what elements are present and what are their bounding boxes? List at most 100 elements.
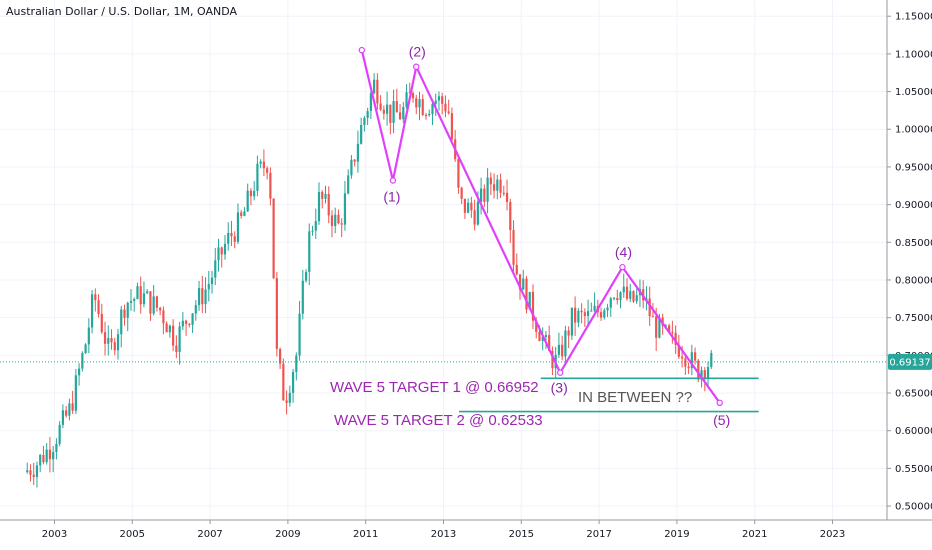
- candle: [272, 198, 275, 279]
- wave-point: [557, 369, 564, 376]
- candle: [570, 307, 573, 340]
- target-lines: [459, 377, 759, 413]
- candle: [525, 276, 528, 314]
- chart-title: Australian Dollar / U.S. Dollar, 1M, OAN…: [6, 5, 237, 18]
- candle: [279, 347, 282, 370]
- candle: [428, 109, 431, 117]
- candle: [411, 91, 415, 103]
- candle: [197, 280, 201, 311]
- candle: [612, 296, 616, 301]
- x-tick-label: 2021: [742, 529, 767, 540]
- candle: [366, 107, 369, 126]
- target-1-label: WAVE 5 TARGET 1 @ 0.66952: [330, 379, 539, 396]
- candle: [574, 296, 577, 336]
- candle: [168, 324, 171, 338]
- candle: [671, 320, 674, 344]
- candle: [107, 325, 110, 356]
- candle: [256, 155, 259, 197]
- candle: [496, 174, 499, 200]
- x-tick-label: 2013: [431, 529, 456, 540]
- x-tick-label: 2005: [120, 529, 145, 540]
- candle: [418, 91, 421, 121]
- candle: [395, 88, 398, 113]
- candle: [327, 186, 330, 224]
- candle: [223, 235, 227, 260]
- candle: [408, 82, 411, 94]
- candle: [687, 362, 690, 375]
- candle: [295, 352, 298, 381]
- candle: [74, 368, 77, 414]
- candle: [405, 84, 408, 109]
- y-axis[interactable]: 0.500000.550000.600000.650000.700000.750…: [887, 12, 932, 513]
- candle: [340, 218, 343, 238]
- candle: [337, 209, 340, 225]
- candle: [146, 289, 149, 294]
- candle: [81, 351, 84, 372]
- y-tick-label: 1.15000: [895, 12, 932, 23]
- wave-label: (1): [383, 188, 400, 204]
- candle: [149, 291, 152, 321]
- candle: [334, 207, 337, 234]
- elliott-wave-drawing: [358, 46, 723, 407]
- candle: [444, 95, 447, 118]
- candle: [531, 284, 535, 329]
- candle: [706, 361, 710, 388]
- candle: [314, 208, 317, 240]
- x-tick-label: 2023: [820, 529, 845, 540]
- candle: [382, 105, 385, 120]
- chart-grid: [0, 0, 887, 520]
- candle: [619, 291, 622, 309]
- candle: [39, 453, 42, 473]
- candle: [486, 168, 489, 214]
- candle: [593, 292, 596, 313]
- candle: [512, 220, 515, 274]
- candle: [590, 302, 593, 312]
- candle: [311, 225, 314, 236]
- candle: [233, 231, 236, 249]
- candle: [586, 299, 590, 327]
- x-tick-label: 2015: [509, 529, 534, 540]
- candle: [622, 273, 625, 298]
- candle: [253, 180, 256, 201]
- candle: [457, 157, 460, 194]
- candle: [298, 300, 301, 361]
- candle: [236, 203, 240, 244]
- candle: [690, 344, 693, 376]
- candle: [210, 270, 214, 294]
- candle: [285, 390, 288, 415]
- candle: [26, 462, 29, 474]
- candle: [470, 196, 473, 218]
- current-price-label: 0.69137: [889, 357, 930, 368]
- candle: [48, 436, 52, 473]
- candle: [499, 173, 502, 198]
- candle: [360, 117, 363, 145]
- x-tick-label: 2019: [664, 529, 689, 540]
- candle: [489, 172, 492, 195]
- x-axis[interactable]: 2003 2005 2007 2009 2011 2013 2015 2017 2019 2021…: [42, 520, 846, 540]
- candle: [441, 92, 444, 115]
- wave-label: (3): [551, 380, 568, 396]
- x-tick-label: 2011: [353, 529, 378, 540]
- wave-label: (5): [713, 412, 730, 428]
- candle: [133, 297, 136, 312]
- candle: [201, 275, 204, 314]
- candle: [227, 222, 230, 251]
- candle: [139, 276, 142, 314]
- candle: [710, 350, 713, 370]
- target-2-label: WAVE 5 TARGET 2 @ 0.62533: [334, 412, 543, 429]
- candle: [577, 307, 580, 328]
- candle: [557, 332, 561, 358]
- candle: [207, 270, 210, 302]
- candle: [385, 91, 389, 126]
- candle: [175, 335, 178, 359]
- x-tick-label: 2017: [586, 529, 611, 540]
- candle: [551, 346, 554, 376]
- candle: [269, 167, 272, 206]
- candle: [684, 355, 687, 375]
- candle: [308, 223, 311, 286]
- candle: [421, 94, 424, 117]
- candle: [343, 180, 347, 231]
